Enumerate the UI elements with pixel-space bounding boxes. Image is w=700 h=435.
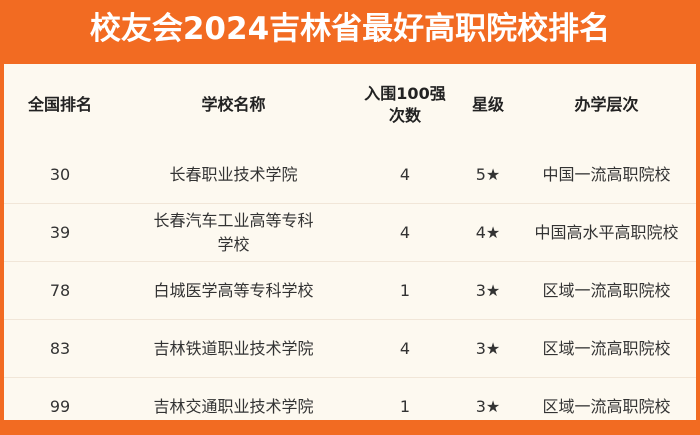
cell-stars: 3★ — [459, 320, 517, 378]
cell-level: 中国高水平高职院校 — [517, 204, 696, 262]
cell-count: 4 — [351, 204, 459, 262]
cell-rank: 83 — [4, 320, 116, 378]
cell-school-name: 白城医学高等专科学校 — [116, 262, 351, 320]
cell-level: 区域一流高职院校 — [517, 378, 696, 435]
col-header-level: 办学层次 — [517, 64, 696, 146]
cell-rank: 99 — [4, 378, 116, 435]
cell-count: 1 — [351, 378, 459, 435]
cell-count: 1 — [351, 262, 459, 320]
cell-rank: 30 — [4, 146, 116, 204]
table-header-row: 全国排名 学校名称 入围100强次数 星级 办学层次 — [4, 64, 696, 146]
cell-school-name: 长春汽车工业高等专科学校 — [116, 204, 351, 262]
cell-level: 区域一流高职院校 — [517, 262, 696, 320]
cell-school-name: 长春职业技术学院 — [116, 146, 351, 204]
cell-stars: 5★ — [459, 146, 517, 204]
page-title: 校友会2024吉林省最好高职院校排名 — [0, 0, 700, 62]
cell-stars: 4★ — [459, 204, 517, 262]
col-header-rank: 全国排名 — [4, 64, 116, 146]
cell-level: 区域一流高职院校 — [517, 320, 696, 378]
col-header-school: 学校名称 — [116, 64, 351, 146]
cell-count: 4 — [351, 320, 459, 378]
cell-school-name: 吉林交通职业技术学院 — [116, 378, 351, 435]
cell-school-name: 吉林铁道职业技术学院 — [116, 320, 351, 378]
cell-rank: 78 — [4, 262, 116, 320]
col-header-stars: 星级 — [459, 64, 517, 146]
cell-level: 中国一流高职院校 — [517, 146, 696, 204]
cell-stars: 3★ — [459, 262, 517, 320]
cell-stars: 3★ — [459, 378, 517, 435]
cell-rank: 39 — [4, 204, 116, 262]
cell-count: 4 — [351, 146, 459, 204]
col-header-count: 入围100强次数 — [351, 64, 459, 146]
